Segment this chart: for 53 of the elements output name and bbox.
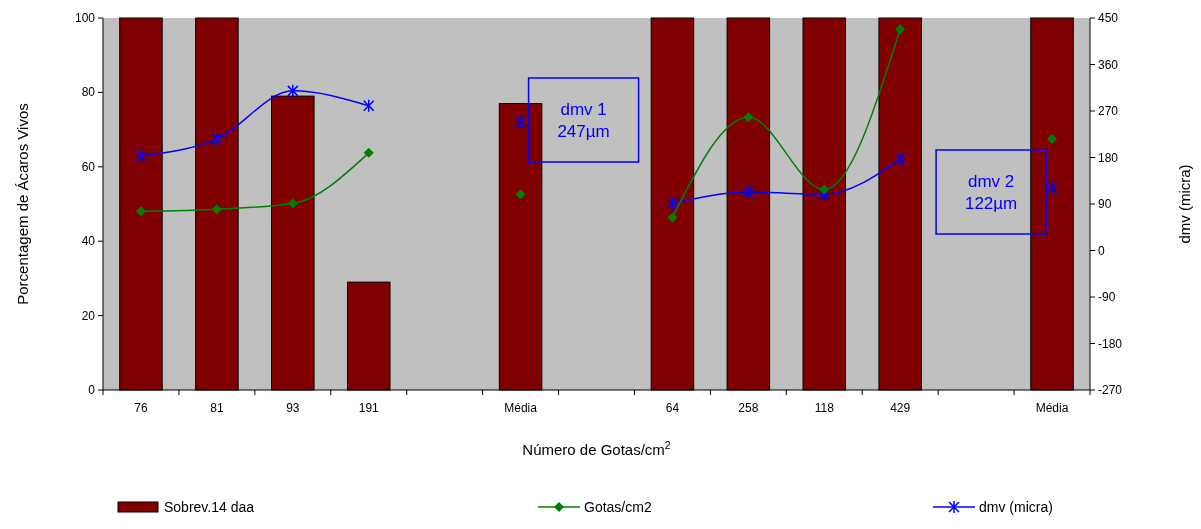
y2-tick-label: 90 bbox=[1098, 197, 1112, 211]
x-tick-label: 81 bbox=[210, 401, 224, 415]
y2-tick-label: 0 bbox=[1098, 243, 1105, 258]
x-tick-label: 191 bbox=[358, 401, 380, 415]
x-tick-label: Média bbox=[504, 401, 538, 415]
y2-tick-label: -180 bbox=[1098, 336, 1123, 351]
point bbox=[135, 206, 146, 217]
y2-axis-title: dmv (micra) bbox=[1176, 164, 1193, 244]
point bbox=[1047, 133, 1058, 144]
annotation: dmv 2 122µm bbox=[964, 172, 1018, 213]
legend-label: Sobrev.14 daa bbox=[164, 499, 255, 515]
point bbox=[743, 112, 754, 123]
x-tick-label: 258 bbox=[738, 401, 759, 415]
legend-label: Gotas/cm2 bbox=[584, 499, 652, 515]
point bbox=[211, 204, 222, 215]
legend-label: dmv (micra) bbox=[979, 499, 1053, 515]
point bbox=[514, 115, 527, 130]
x-tick-label: 429 bbox=[890, 401, 911, 415]
y-tick-label: 80 bbox=[81, 85, 96, 100]
point bbox=[895, 24, 906, 35]
y-tick-label: 20 bbox=[81, 308, 96, 323]
point bbox=[287, 84, 299, 98]
y-tick-label: 40 bbox=[81, 234, 96, 249]
x-tick-label: 76 bbox=[134, 401, 148, 415]
point bbox=[742, 185, 755, 199]
point bbox=[818, 187, 831, 201]
point bbox=[287, 198, 298, 209]
y-tick-label: 0 bbox=[88, 383, 96, 397]
x-tick-label: Média bbox=[1035, 401, 1069, 415]
y-tick-label: 100 bbox=[74, 11, 96, 25]
point bbox=[211, 132, 223, 146]
y2-tick-label: 360 bbox=[1098, 57, 1119, 72]
x-axis-title: Número de Gotas/cm$^{2}$ bbox=[522, 439, 671, 458]
x-tick-label: 64 bbox=[665, 401, 680, 415]
y-tick-label: 60 bbox=[81, 159, 96, 174]
point bbox=[666, 196, 679, 211]
y2-tick-label: -270 bbox=[1098, 383, 1123, 397]
y2-tick-label: -90 bbox=[1098, 290, 1116, 304]
annotation: dmv 1 247µm bbox=[557, 100, 610, 141]
x-tick-label: 93 bbox=[286, 401, 300, 415]
point bbox=[1046, 181, 1058, 195]
y2-tick-label: 270 bbox=[1098, 104, 1119, 118]
point bbox=[363, 147, 374, 158]
point bbox=[894, 152, 906, 166]
y-axis-title: Porcentagem de Ácaros Vivos bbox=[14, 103, 31, 305]
y2-tick-label: 180 bbox=[1098, 150, 1119, 165]
point bbox=[515, 189, 526, 200]
point bbox=[667, 212, 678, 223]
point bbox=[819, 184, 830, 195]
point bbox=[135, 149, 147, 163]
point bbox=[362, 99, 375, 113]
x-tick-label: 118 bbox=[814, 401, 835, 415]
y2-tick-label: 450 bbox=[1098, 11, 1119, 25]
